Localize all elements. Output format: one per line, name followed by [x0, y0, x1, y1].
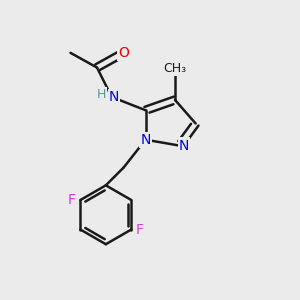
Text: F: F — [136, 223, 144, 236]
Text: N: N — [140, 133, 151, 147]
Text: CH₃: CH₃ — [164, 62, 187, 75]
Text: H: H — [97, 88, 106, 100]
Text: N: N — [179, 139, 189, 153]
Text: F: F — [68, 193, 76, 207]
Text: O: O — [118, 46, 129, 60]
Text: N: N — [109, 90, 119, 104]
